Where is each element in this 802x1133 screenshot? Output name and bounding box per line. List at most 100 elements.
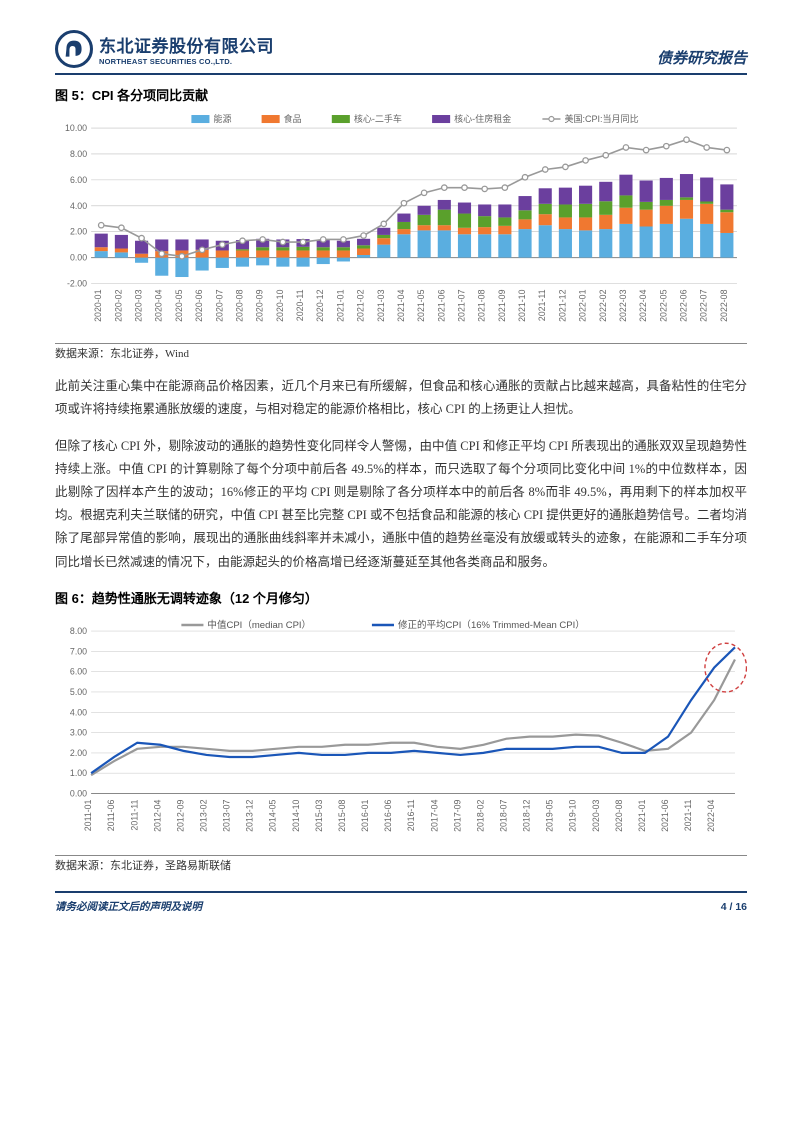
svg-text:2020-08: 2020-08 <box>614 799 624 831</box>
svg-text:2021-01: 2021-01 <box>335 289 345 321</box>
svg-text:核心-住房租金: 核心-住房租金 <box>454 113 511 124</box>
svg-text:2011-06: 2011-06 <box>106 799 116 831</box>
svg-text:2018-07: 2018-07 <box>498 799 508 831</box>
report-type-label: 债券研究报告 <box>657 47 747 68</box>
svg-text:0.00: 0.00 <box>70 788 87 798</box>
svg-text:2022-02: 2022-02 <box>598 289 608 321</box>
figure5-chart: -2.00 0.00 2.00 4.00 6.00 8.00 10.00 2020-01 202… <box>55 110 747 341</box>
svg-text:2019-05: 2019-05 <box>545 799 555 831</box>
svg-text:修正的平均CPI（16% Trimmed-Mean CPI）: 修正的平均CPI（16% Trimmed-Mean CPI） <box>398 619 585 631</box>
svg-text:2021-12: 2021-12 <box>557 289 567 321</box>
svg-text:2017-04: 2017-04 <box>429 799 439 831</box>
svg-text:2022-08: 2022-08 <box>719 289 729 321</box>
svg-text:4.00: 4.00 <box>70 707 87 717</box>
svg-text:2021-05: 2021-05 <box>416 289 426 321</box>
svg-text:核心-二手车: 核心-二手车 <box>354 113 402 124</box>
svg-text:美国:CPI:当月同比: 美国:CPI:当月同比 <box>564 113 638 124</box>
company-name-cn: 东北证券股份有限公司 <box>99 32 274 57</box>
svg-text:6.00: 6.00 <box>70 175 87 185</box>
company-logo-icon <box>55 30 93 68</box>
svg-text:2018-02: 2018-02 <box>475 799 485 831</box>
svg-text:2022-04: 2022-04 <box>638 289 648 321</box>
svg-text:2016-06: 2016-06 <box>383 799 393 831</box>
svg-text:2020-03: 2020-03 <box>134 289 144 321</box>
svg-text:2021-06: 2021-06 <box>436 289 446 321</box>
svg-text:2012-04: 2012-04 <box>152 799 162 831</box>
page-footer: 请务必阅读正文后的声明及说明 4 / 16 <box>55 891 747 914</box>
svg-text:2.00: 2.00 <box>70 748 87 758</box>
svg-text:2020-09: 2020-09 <box>255 289 265 321</box>
figure6-source: 数据来源：东北证券，圣路易斯联储 <box>55 855 747 873</box>
figure6-title: 图 6：趋势性通胀无调转迹象（12 个月修匀） <box>55 588 747 607</box>
svg-text:2020-05: 2020-05 <box>174 289 184 321</box>
svg-text:能源: 能源 <box>213 113 231 124</box>
svg-text:5.00: 5.00 <box>70 687 87 697</box>
svg-text:2021-07: 2021-07 <box>456 289 466 321</box>
svg-text:2020-06: 2020-06 <box>194 289 204 321</box>
svg-text:2016-01: 2016-01 <box>360 799 370 831</box>
svg-text:2013-02: 2013-02 <box>198 799 208 831</box>
svg-text:2021-09: 2021-09 <box>497 289 507 321</box>
page-sep: / <box>727 901 736 913</box>
svg-text:2020-03: 2020-03 <box>591 799 601 831</box>
svg-text:8.00: 8.00 <box>70 149 87 159</box>
svg-text:7.00: 7.00 <box>70 646 87 656</box>
svg-text:2020-01: 2020-01 <box>93 289 103 321</box>
paragraph-2: 但除了核心 CPI 外，剔除波动的通胀的趋势性变化同样令人警惕，由中值 CPI … <box>55 435 747 574</box>
svg-text:2020-02: 2020-02 <box>113 289 123 321</box>
svg-text:3.00: 3.00 <box>70 727 87 737</box>
svg-text:8.00: 8.00 <box>70 626 87 636</box>
logo-block: 东北证券股份有限公司 NORTHEAST SECURITIES CO.,LTD. <box>55 30 274 68</box>
svg-text:2012-09: 2012-09 <box>175 799 185 831</box>
svg-text:2021-10: 2021-10 <box>517 289 527 321</box>
svg-text:2018-12: 2018-12 <box>522 799 532 831</box>
page-header: 东北证券股份有限公司 NORTHEAST SECURITIES CO.,LTD.… <box>55 30 747 75</box>
figure5-title: 图 5：CPI 各分项同比贡献 <box>55 85 747 104</box>
svg-text:6.00: 6.00 <box>70 666 87 676</box>
svg-text:2022-05: 2022-05 <box>658 289 668 321</box>
svg-text:2020-12: 2020-12 <box>315 289 325 321</box>
svg-text:2020-08: 2020-08 <box>234 289 244 321</box>
svg-text:0.00: 0.00 <box>70 253 87 263</box>
svg-text:2020-11: 2020-11 <box>295 289 305 321</box>
svg-text:2016-11: 2016-11 <box>406 799 416 831</box>
svg-text:2020-04: 2020-04 <box>154 289 164 321</box>
svg-text:2021-03: 2021-03 <box>376 289 386 321</box>
figure5-source: 数据来源：东北证券，Wind <box>55 343 747 361</box>
svg-text:2014-05: 2014-05 <box>268 799 278 831</box>
svg-text:中值CPI（median CPI）: 中值CPI（median CPI） <box>207 619 311 631</box>
svg-text:2019-10: 2019-10 <box>568 799 578 831</box>
svg-text:2021-06: 2021-06 <box>660 799 670 831</box>
svg-text:2022-03: 2022-03 <box>618 289 628 321</box>
svg-text:4.00: 4.00 <box>70 201 87 211</box>
svg-text:2015-08: 2015-08 <box>337 799 347 831</box>
svg-text:2022-07: 2022-07 <box>699 289 709 321</box>
svg-text:2022-01: 2022-01 <box>578 289 588 321</box>
svg-text:2015-03: 2015-03 <box>314 799 324 831</box>
svg-text:2020-07: 2020-07 <box>214 289 224 321</box>
svg-text:-2.00: -2.00 <box>67 279 87 289</box>
footer-disclaimer: 请务必阅读正文后的声明及说明 <box>55 899 202 914</box>
svg-text:2021-08: 2021-08 <box>477 289 487 321</box>
svg-text:食品: 食品 <box>284 113 302 124</box>
svg-text:2022-04: 2022-04 <box>706 799 716 831</box>
svg-text:2013-07: 2013-07 <box>222 799 232 831</box>
svg-text:2014-10: 2014-10 <box>291 799 301 831</box>
svg-text:10.00: 10.00 <box>65 123 87 133</box>
svg-text:2013-12: 2013-12 <box>245 799 255 831</box>
svg-text:2021-01: 2021-01 <box>637 799 647 831</box>
svg-text:2020-10: 2020-10 <box>275 289 285 321</box>
svg-text:2021-11: 2021-11 <box>683 799 693 831</box>
svg-text:2011-11: 2011-11 <box>129 799 139 830</box>
svg-text:2022-06: 2022-06 <box>678 289 688 321</box>
footer-page-number: 4 / 16 <box>721 901 747 913</box>
figure6-chart: 0.001.002.003.004.005.006.007.008.002011… <box>55 613 747 854</box>
svg-text:2021-04: 2021-04 <box>396 289 406 321</box>
company-name-en: NORTHEAST SECURITIES CO.,LTD. <box>99 57 274 66</box>
svg-text:2021-11: 2021-11 <box>537 289 547 321</box>
svg-text:2.00: 2.00 <box>70 227 87 237</box>
svg-text:2017-09: 2017-09 <box>452 799 462 831</box>
svg-text:2011-01: 2011-01 <box>83 799 93 831</box>
paragraph-1: 此前关注重心集中在能源商品价格因素，近几个月来已有所缓解，但食品和核心通胀的贡献… <box>55 375 747 421</box>
svg-text:2021-02: 2021-02 <box>356 289 366 321</box>
